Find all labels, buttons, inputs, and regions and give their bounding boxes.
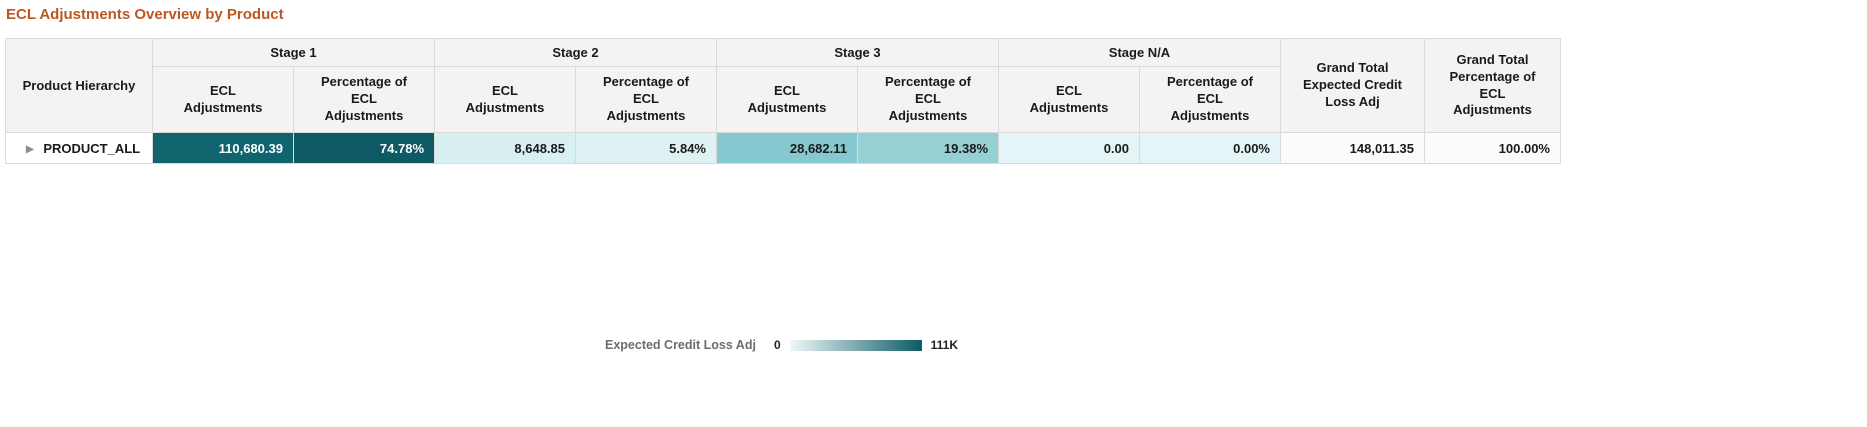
column-header-grand-total-percentage-label: Grand Total Percentage of ECL Adjustment… <box>1449 51 1536 118</box>
group-header-stage2[interactable]: Stage 2 <box>434 38 717 67</box>
column-header-product-hierarchy[interactable]: Product Hierarchy <box>5 38 153 133</box>
header-label: Percentage of ECL Adjustments <box>1167 74 1253 123</box>
column-header-stage3-ecl-adjustments[interactable]: ECL Adjustments <box>716 66 858 133</box>
cell-stage-na-ecl-adjustments[interactable]: 0.00 <box>998 132 1140 164</box>
header-label: ECL Adjustments <box>747 82 827 115</box>
cell-stage-na-percentage[interactable]: 0.00% <box>1139 132 1281 164</box>
column-header-stage1-ecl-adjustments[interactable]: ECL Adjustments <box>152 66 294 133</box>
color-scale-legend: Expected Credit Loss Adj 0 111K <box>5 338 1558 352</box>
cell-stage1-percentage[interactable]: 74.78% <box>293 132 435 164</box>
column-header-stage-na-ecl-adjustments[interactable]: ECL Adjustments <box>998 66 1140 133</box>
legend-gradient-bar <box>789 339 922 351</box>
column-header-grand-total-ecl-label: Grand Total Expected Credit Loss Adj <box>1303 60 1402 109</box>
cell-stage1-ecl-adjustments[interactable]: 110,680.39 <box>152 132 294 164</box>
header-label: Percentage of ECL Adjustments <box>885 74 971 123</box>
column-header-grand-total-ecl[interactable]: Grand Total Expected Credit Loss Adj <box>1280 38 1425 133</box>
header-label: ECL Adjustments <box>183 82 263 115</box>
group-header-stage-na[interactable]: Stage N/A <box>998 38 1281 67</box>
cell-stage2-percentage[interactable]: 5.84% <box>575 132 717 164</box>
ecl-pivot-table: Product Hierarchy Stage 1 Stage 2 Stage … <box>5 38 1561 164</box>
column-header-stage-na-percentage[interactable]: Percentage of ECL Adjustments <box>1139 66 1281 133</box>
row-header-label: PRODUCT_ALL <box>43 140 141 156</box>
row-header-product-all[interactable]: ▶ PRODUCT_ALL <box>5 132 153 164</box>
cell-stage3-ecl-adjustments[interactable]: 28,682.11 <box>716 132 858 164</box>
group-header-stage1[interactable]: Stage 1 <box>152 38 435 67</box>
column-header-stage1-percentage[interactable]: Percentage of ECL Adjustments <box>293 66 435 133</box>
header-label: Percentage of ECL Adjustments <box>603 74 689 123</box>
page-title: ECL Adjustments Overview by Product <box>6 6 284 23</box>
cell-grand-total-percentage[interactable]: 100.00% <box>1424 132 1561 164</box>
header-label: ECL Adjustments <box>1029 82 1109 115</box>
column-header-grand-total-percentage[interactable]: Grand Total Percentage of ECL Adjustment… <box>1424 38 1561 133</box>
table-row-product-all: ▶ PRODUCT_ALL 110,680.39 74.78% 8,648.85… <box>5 132 1561 164</box>
group-header-stage3[interactable]: Stage 3 <box>716 38 999 67</box>
column-header-stage2-ecl-adjustments[interactable]: ECL Adjustments <box>434 66 576 133</box>
legend-max-value: 111K <box>930 338 959 352</box>
group-header-row: Product Hierarchy Stage 1 Stage 2 Stage … <box>5 38 1561 133</box>
cell-grand-total-ecl[interactable]: 148,011.35 <box>1280 132 1425 164</box>
cell-stage2-ecl-adjustments[interactable]: 8,648.85 <box>434 132 576 164</box>
legend-min-value: 0 <box>773 338 781 352</box>
cell-stage3-percentage[interactable]: 19.38% <box>857 132 999 164</box>
legend-title: Expected Credit Loss Adj <box>604 338 756 352</box>
column-header-stage3-percentage[interactable]: Percentage of ECL Adjustments <box>857 66 999 133</box>
header-label: ECL Adjustments <box>465 82 545 115</box>
header-label: Percentage of ECL Adjustments <box>321 74 407 123</box>
sub-header-row: ECL Adjustments Percentage of ECL Adjust… <box>6 66 1561 133</box>
column-header-stage2-percentage[interactable]: Percentage of ECL Adjustments <box>575 66 717 133</box>
expand-arrow-icon[interactable]: ▶ <box>26 143 34 155</box>
